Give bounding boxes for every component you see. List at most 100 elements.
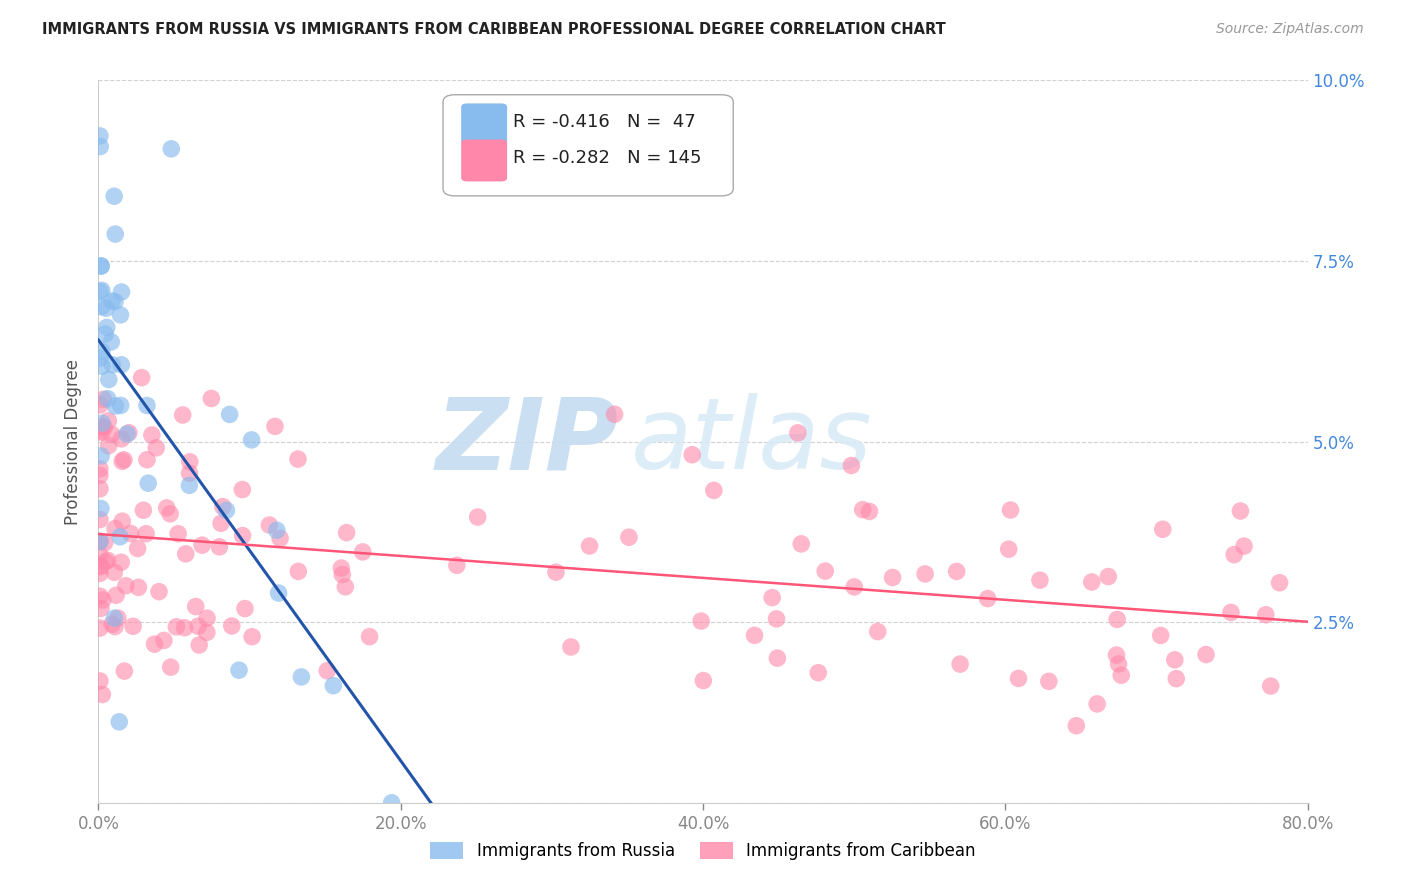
Point	[89, 285, 111, 299]
Point	[100, 427, 122, 442]
Point	[1268, 575, 1291, 590]
Point	[179, 455, 201, 469]
Point	[187, 619, 209, 633]
Point	[233, 601, 256, 615]
Point	[467, 510, 489, 524]
Point	[1081, 574, 1104, 589]
Point	[381, 796, 404, 810]
Point	[209, 516, 232, 531]
Point	[90, 259, 112, 273]
Point	[156, 500, 179, 515]
Point	[1223, 548, 1246, 562]
Point	[167, 526, 190, 541]
Point	[89, 468, 111, 483]
Point	[703, 483, 725, 498]
Point	[228, 663, 250, 677]
Point	[231, 483, 253, 497]
Text: R = -0.416   N =  47: R = -0.416 N = 47	[513, 113, 696, 131]
Point	[110, 308, 132, 322]
Point	[153, 633, 176, 648]
Point	[814, 564, 837, 578]
Point	[335, 525, 357, 540]
Point	[110, 555, 132, 569]
Point	[200, 392, 222, 406]
Point	[287, 452, 309, 467]
Point	[997, 542, 1019, 557]
Legend: Immigrants from Russia, Immigrants from Caribbean: Immigrants from Russia, Immigrants from …	[423, 835, 983, 867]
Point	[90, 425, 112, 440]
Point	[786, 425, 808, 440]
Point	[110, 432, 132, 446]
Point	[104, 619, 127, 633]
Point	[188, 638, 211, 652]
Point	[1195, 648, 1218, 662]
Point	[681, 448, 703, 462]
Point	[118, 425, 141, 440]
Point	[1105, 648, 1128, 662]
Point	[90, 419, 112, 434]
Point	[352, 545, 374, 559]
Point	[1260, 679, 1282, 693]
Point	[330, 561, 353, 575]
Point	[90, 283, 112, 297]
Point	[617, 530, 640, 544]
Point	[94, 327, 117, 342]
Point	[145, 441, 167, 455]
Point	[89, 534, 111, 549]
FancyBboxPatch shape	[443, 95, 734, 196]
Point	[90, 501, 112, 516]
Point	[104, 522, 127, 536]
Point	[91, 593, 114, 607]
Point	[578, 539, 600, 553]
Point	[90, 449, 112, 463]
Point	[132, 503, 155, 517]
Point	[603, 407, 626, 421]
Point	[211, 500, 233, 514]
Point	[1029, 573, 1052, 587]
Point	[112, 453, 135, 467]
Point	[104, 294, 127, 309]
Point	[111, 514, 134, 528]
Text: ZIP: ZIP	[436, 393, 619, 490]
Point	[172, 408, 194, 422]
Y-axis label: Professional Degree: Professional Degree	[65, 359, 83, 524]
Point	[215, 503, 238, 517]
Point	[108, 714, 131, 729]
Point	[945, 565, 967, 579]
Point	[173, 621, 195, 635]
Point	[93, 392, 115, 407]
Point	[89, 139, 111, 153]
Point	[560, 640, 582, 654]
Point	[852, 502, 875, 516]
Point	[1164, 653, 1187, 667]
Point	[1007, 672, 1029, 686]
Point	[90, 259, 112, 273]
FancyBboxPatch shape	[461, 103, 508, 145]
Point	[105, 588, 128, 602]
Point	[1000, 503, 1022, 517]
Point	[1233, 539, 1256, 553]
Point	[131, 370, 153, 384]
Point	[195, 625, 218, 640]
Point	[744, 628, 766, 642]
Text: IMMIGRANTS FROM RUSSIA VS IMMIGRANTS FROM CARIBBEAN PROFESSIONAL DEGREE CORRELAT: IMMIGRANTS FROM RUSSIA VS IMMIGRANTS FRO…	[42, 22, 946, 37]
Point	[330, 567, 353, 582]
Point	[93, 420, 115, 434]
Point	[94, 555, 117, 569]
Text: atlas: atlas	[630, 393, 872, 490]
Point	[208, 540, 231, 554]
Point	[89, 548, 111, 562]
Point	[692, 673, 714, 688]
Point	[1097, 569, 1119, 583]
Point	[91, 416, 114, 430]
Point	[1107, 612, 1129, 626]
Point	[841, 458, 863, 473]
Point	[141, 428, 163, 442]
Point	[89, 558, 111, 573]
Point	[104, 399, 127, 413]
Point	[844, 580, 866, 594]
Point	[136, 476, 159, 491]
Point	[89, 621, 111, 635]
Point	[101, 358, 124, 372]
Point	[97, 414, 120, 428]
